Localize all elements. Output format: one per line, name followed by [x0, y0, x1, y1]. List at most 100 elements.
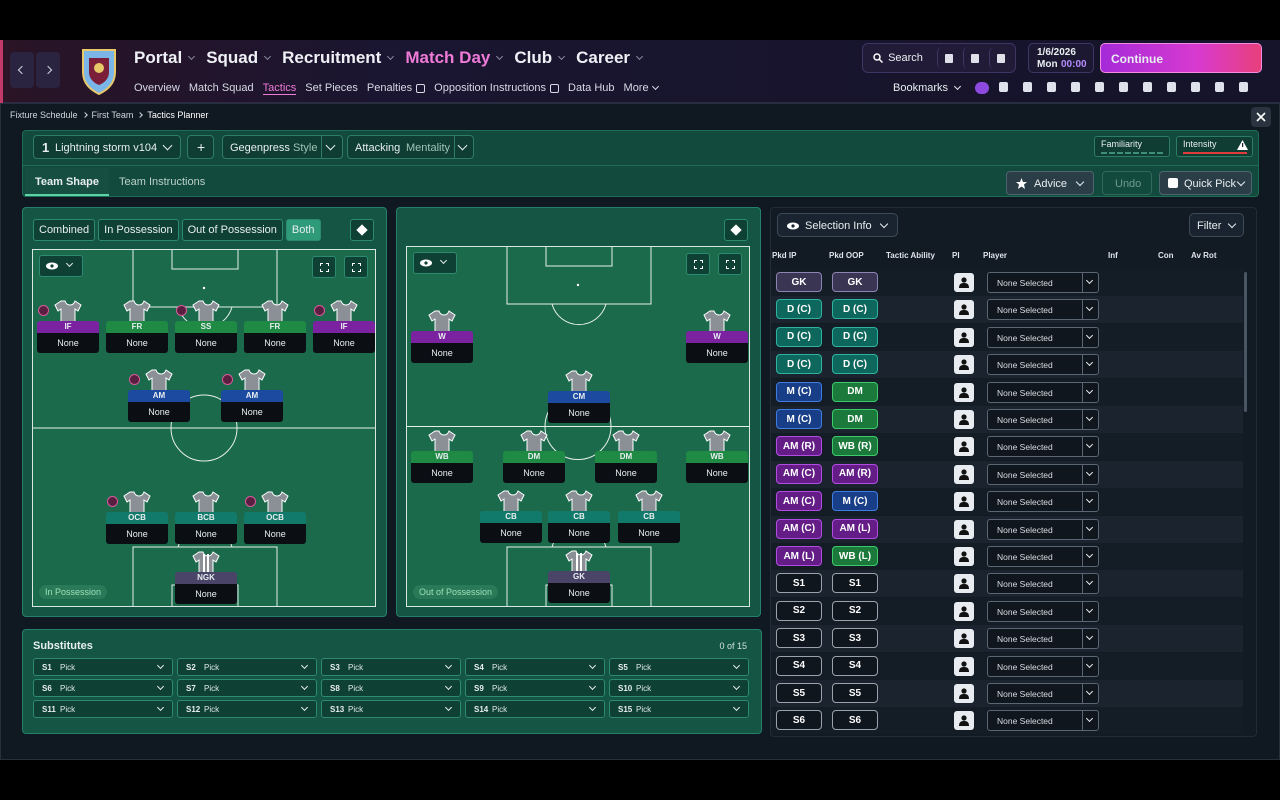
pitch-tool-button[interactable]: [312, 256, 336, 278]
pitch-options-button[interactable]: [350, 219, 374, 241]
substitute-slot[interactable]: S14 Pick: [465, 700, 605, 718]
player-card[interactable]: CB None: [480, 489, 542, 545]
position-ip[interactable]: AM (R): [776, 436, 822, 457]
player-instructions-button[interactable]: [954, 492, 974, 512]
substitute-slot[interactable]: S2 Pick: [177, 658, 317, 676]
position-oop[interactable]: GK: [832, 272, 878, 292]
position-ip[interactable]: D (C): [776, 354, 822, 375]
player-select[interactable]: None Selected: [987, 272, 1099, 293]
undo-button[interactable]: Undo: [1102, 171, 1152, 195]
player-card[interactable]: CM None: [548, 369, 610, 425]
player-instructions-button[interactable]: [954, 464, 974, 484]
sub-nav-item[interactable]: Overview: [134, 82, 180, 94]
bookmark-icon[interactable]: [1095, 82, 1104, 92]
player-card[interactable]: IF None: [313, 299, 375, 355]
player-instructions-button[interactable]: [954, 601, 974, 621]
bookmark-icon[interactable]: [999, 82, 1008, 92]
position-oop[interactable]: AM (R): [832, 463, 878, 484]
position-oop[interactable]: D (C): [832, 326, 878, 347]
player-card[interactable]: AM None: [128, 368, 190, 424]
player-card[interactable]: CB None: [618, 489, 680, 545]
substitute-slot[interactable]: S1 Pick: [33, 658, 173, 676]
bookmark-icon[interactable]: [1047, 82, 1056, 92]
main-nav-item[interactable]: Career: [576, 48, 644, 68]
main-nav-item[interactable]: Club: [514, 48, 566, 68]
view-mode-button[interactable]: Combined: [33, 219, 96, 241]
bookmarks[interactable]: Bookmarks: [893, 82, 962, 94]
player-instructions-button[interactable]: [954, 574, 974, 594]
player-instructions-button[interactable]: [954, 273, 974, 292]
player-select[interactable]: None Selected: [987, 683, 1099, 704]
position-oop[interactable]: DM: [832, 381, 878, 402]
player-select[interactable]: None Selected: [987, 600, 1099, 622]
player-instructions-button[interactable]: [954, 684, 974, 703]
position-ip[interactable]: GK: [776, 272, 822, 292]
header-icon-button[interactable]: [937, 47, 959, 69]
bookmark-icon[interactable]: [1119, 82, 1128, 92]
player-card[interactable]: FR None: [244, 299, 306, 355]
substitute-slot[interactable]: S15 Pick: [609, 700, 749, 718]
view-mode-button[interactable]: Out of Possession: [181, 219, 283, 241]
selection-info-button[interactable]: Selection Info: [777, 213, 898, 237]
filter-button[interactable]: Filter: [1189, 213, 1244, 237]
position-oop[interactable]: S2: [832, 600, 878, 621]
player-select[interactable]: None Selected: [987, 409, 1099, 430]
player-card[interactable]: W None: [411, 309, 473, 365]
player-card[interactable]: NGK None: [175, 550, 237, 606]
bookmark-icon[interactable]: [1023, 82, 1032, 92]
main-nav-item[interactable]: Portal: [134, 48, 196, 68]
header-icon-button[interactable]: [989, 47, 1011, 69]
position-oop[interactable]: DM: [832, 409, 878, 429]
substitute-slot[interactable]: S4 Pick: [465, 658, 605, 676]
continue-button[interactable]: Continue: [1100, 43, 1262, 73]
pitch-tool-button[interactable]: [686, 253, 710, 275]
player-instructions-button[interactable]: [954, 547, 974, 566]
position-oop[interactable]: WB (R): [832, 436, 878, 457]
player-instructions-button[interactable]: [954, 300, 974, 320]
player-instructions-button[interactable]: [954, 519, 974, 539]
main-nav-item[interactable]: Squad: [206, 48, 272, 68]
position-ip[interactable]: S5: [776, 683, 822, 703]
player-card[interactable]: BCB None: [175, 490, 237, 546]
player-select[interactable]: None Selected: [987, 573, 1099, 595]
advice-button[interactable]: Advice: [1006, 171, 1094, 195]
position-oop[interactable]: S4: [832, 655, 878, 676]
sub-nav-item[interactable]: Set Pieces: [305, 82, 358, 94]
player-select[interactable]: None Selected: [987, 463, 1099, 485]
bookmark-icon[interactable]: [1191, 82, 1200, 92]
substitute-slot[interactable]: S9 Pick: [465, 679, 605, 697]
substitute-slot[interactable]: S6 Pick: [33, 679, 173, 697]
breadcrumb-item[interactable]: First Team: [91, 110, 134, 120]
pitch-tool-button[interactable]: [718, 253, 742, 275]
player-instructions-button[interactable]: [954, 410, 974, 429]
position-ip[interactable]: AM (C): [776, 491, 822, 512]
tactic-selector[interactable]: 1 Lightning storm v104: [33, 135, 181, 159]
position-oop[interactable]: D (C): [832, 354, 878, 375]
quick-pick-button[interactable]: Quick Pick: [1159, 171, 1252, 195]
player-card[interactable]: IF None: [37, 299, 99, 355]
player-instructions-button[interactable]: [954, 382, 974, 402]
substitute-slot[interactable]: S11 Pick: [33, 700, 173, 718]
visibility-toggle[interactable]: [413, 252, 457, 274]
substitute-slot[interactable]: S7 Pick: [177, 679, 317, 697]
substitute-slot[interactable]: S8 Pick: [321, 679, 461, 697]
player-instructions-button[interactable]: [954, 437, 974, 457]
bookmark-icon[interactable]: [975, 82, 989, 94]
player-select[interactable]: None Selected: [987, 381, 1099, 403]
player-instructions-button[interactable]: [954, 711, 974, 731]
position-ip[interactable]: D (C): [776, 326, 822, 347]
position-ip[interactable]: M (C): [776, 409, 822, 429]
player-card[interactable]: DM None: [503, 429, 565, 485]
header-icon-button[interactable]: [963, 47, 985, 69]
bookmark-icon[interactable]: [1071, 82, 1080, 92]
close-button[interactable]: [1251, 107, 1271, 127]
player-select[interactable]: None Selected: [987, 710, 1099, 732]
main-nav-item[interactable]: Recruitment: [282, 48, 395, 68]
search-button[interactable]: Search: [867, 47, 929, 69]
player-card[interactable]: OCB None: [244, 490, 306, 546]
player-select[interactable]: None Selected: [987, 491, 1099, 513]
pitch-options-button[interactable]: [724, 219, 748, 241]
sub-nav-item[interactable]: Penalties: [367, 82, 426, 94]
substitute-slot[interactable]: S12 Pick: [177, 700, 317, 718]
bookmark-icon[interactable]: [1215, 82, 1224, 92]
